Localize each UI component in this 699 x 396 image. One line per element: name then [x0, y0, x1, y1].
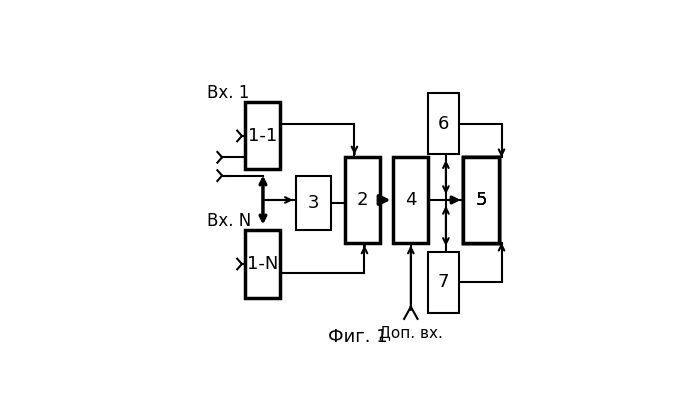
Bar	[463, 157, 498, 243]
Text: Вх. 1: Вх. 1	[208, 84, 250, 102]
Text: 4: 4	[405, 191, 417, 209]
Bar	[345, 157, 380, 243]
Text: 1-N: 1-N	[247, 255, 279, 273]
Text: Вх. N: Вх. N	[208, 212, 252, 230]
Bar	[463, 157, 498, 243]
Text: Фиг. 1: Фиг. 1	[329, 328, 388, 346]
Bar	[245, 103, 280, 169]
Bar	[428, 93, 459, 154]
Bar	[296, 175, 331, 230]
Text: 5: 5	[475, 191, 487, 209]
Text: 6: 6	[438, 115, 449, 133]
Text: 2: 2	[356, 191, 368, 209]
Text: Доп. вх.: Доп. вх.	[379, 325, 442, 340]
Bar	[463, 157, 498, 243]
Bar	[394, 157, 428, 243]
Text: 5: 5	[475, 191, 487, 209]
Bar	[428, 252, 459, 313]
Text: 5: 5	[475, 191, 487, 209]
Text: 3: 3	[308, 194, 319, 212]
Bar	[245, 230, 280, 297]
Text: 1-1: 1-1	[248, 127, 278, 145]
Text: 7: 7	[438, 273, 449, 291]
